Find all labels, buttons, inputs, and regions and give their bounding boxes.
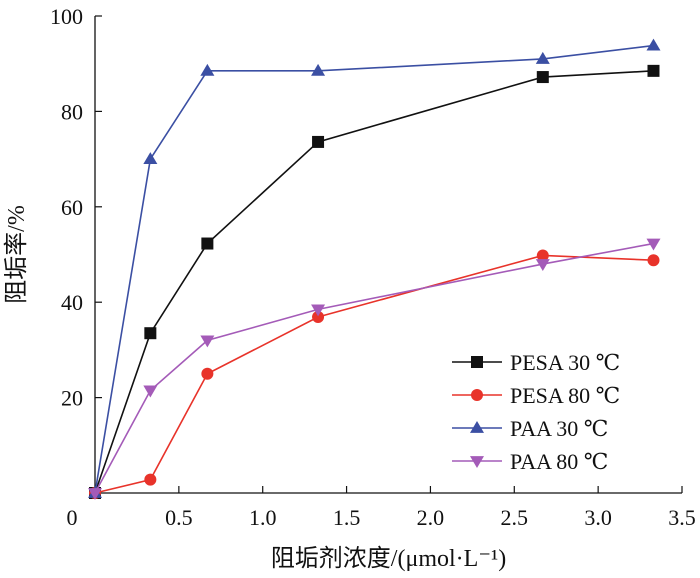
y-tick-label: 80 — [61, 99, 83, 124]
legend-item: PESA 80 ℃ — [452, 383, 620, 408]
data-point — [470, 456, 484, 468]
data-point — [311, 63, 326, 76]
series-line — [94, 242, 654, 494]
series-line — [94, 44, 654, 494]
data-point — [470, 421, 484, 433]
series-layer — [88, 38, 661, 500]
data-point — [535, 259, 550, 272]
legend-label: PESA 30 ℃ — [510, 350, 620, 375]
data-point — [646, 238, 661, 251]
series-2 — [88, 38, 661, 498]
y-axis-title: 阻垢率/% — [3, 205, 30, 304]
x-tick-label: 0 — [67, 505, 78, 530]
data-point — [535, 51, 550, 64]
data-point — [471, 356, 483, 368]
data-point — [201, 367, 214, 380]
x-axis-title: 阻垢剂浓度/(μmol·L⁻¹) — [271, 545, 506, 572]
legend: PESA 30 ℃ PESA 80 ℃ PAA 30 ℃ PAA 80 ℃ — [452, 350, 620, 474]
y-tick-label: 60 — [61, 195, 83, 220]
data-point — [200, 335, 215, 348]
data-point — [312, 135, 325, 148]
data-point — [536, 71, 549, 84]
data-point — [88, 488, 102, 500]
data-point — [536, 249, 549, 262]
data-point — [144, 327, 157, 340]
x-tick-label: 3.0 — [584, 505, 612, 530]
x-tick-label: 1.5 — [333, 505, 361, 530]
x-tick-label: 2.5 — [501, 505, 529, 530]
x-tick-label: 1.0 — [249, 505, 277, 530]
series-3 — [88, 238, 661, 500]
series-line — [94, 70, 654, 494]
x-tick-label: 0.5 — [165, 505, 193, 530]
data-point — [311, 304, 326, 317]
legend-label: PAA 30 ℃ — [510, 416, 608, 441]
data-point — [144, 473, 157, 486]
series-1 — [89, 249, 660, 499]
axes: 0 0.5 1.0 1.5 2.0 2.5 3.0 3.5 20 40 60 80 100 — [50, 4, 696, 530]
legend-label: PESA 80 ℃ — [510, 383, 620, 408]
legend-label: PAA 80 ℃ — [510, 449, 608, 474]
x-tick-label: 3.5 — [668, 505, 696, 530]
legend-item: PAA 30 ℃ — [452, 416, 608, 441]
legend-item: PAA 80 ℃ — [452, 449, 608, 474]
series-line — [94, 254, 654, 494]
y-tick-label: 100 — [50, 4, 83, 29]
y-tick-label: 20 — [61, 386, 83, 411]
data-point — [646, 38, 661, 51]
y-tick-label: 40 — [61, 290, 83, 315]
data-point — [201, 237, 214, 250]
legend-item: PESA 30 ℃ — [452, 350, 620, 375]
x-tick-label: 2.0 — [417, 505, 445, 530]
data-point — [200, 63, 215, 76]
data-point — [143, 152, 158, 164]
data-point — [647, 64, 660, 77]
data-point — [143, 385, 158, 398]
data-point — [647, 254, 660, 267]
data-point — [471, 389, 483, 401]
data-point — [312, 310, 325, 323]
